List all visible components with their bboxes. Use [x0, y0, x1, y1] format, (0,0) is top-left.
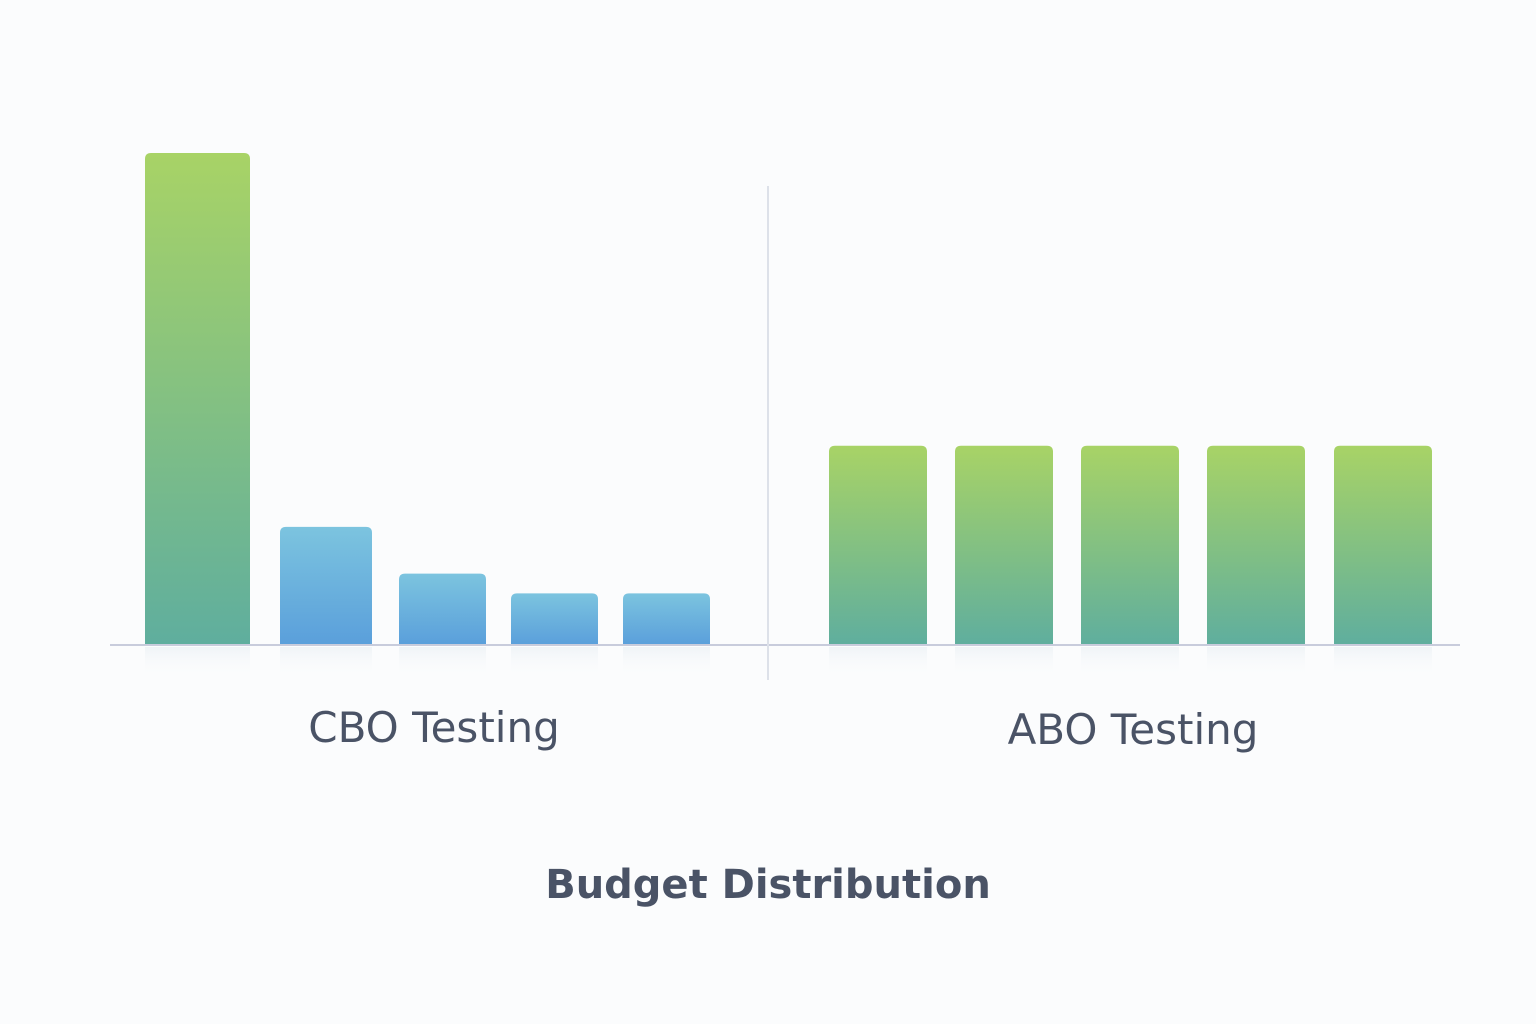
bar-cbo-3	[399, 573, 486, 645]
bar-abo-2	[955, 445, 1053, 645]
bar-abo-4	[1207, 445, 1305, 645]
chart-title: Budget Distribution	[545, 862, 991, 908]
bar-reflection-abo-4	[1207, 647, 1305, 677]
bar-cbo-5	[623, 593, 710, 645]
bar-abo-1	[829, 445, 927, 645]
bar-reflection-abo-1	[829, 647, 927, 677]
bars-layer	[145, 153, 1432, 645]
bar-reflection-cbo-4	[511, 647, 598, 677]
bar-reflections	[145, 647, 1432, 677]
group-label-abo: ABO Testing	[1008, 705, 1259, 754]
group-label-cbo: CBO Testing	[308, 703, 559, 752]
bar-abo-5	[1334, 445, 1432, 645]
bar-reflection-cbo-1	[145, 647, 250, 677]
bar-reflection-cbo-5	[623, 647, 710, 677]
bar-cbo-2	[280, 526, 372, 645]
bar-cbo-1	[145, 153, 250, 645]
bar-reflection-abo-2	[955, 647, 1053, 677]
bar-reflection-abo-3	[1081, 647, 1179, 677]
bar-reflection-cbo-3	[399, 647, 486, 677]
bar-reflection-abo-5	[1334, 647, 1432, 677]
bar-abo-3	[1081, 445, 1179, 645]
bar-reflection-cbo-2	[280, 647, 372, 677]
bar-cbo-4	[511, 593, 598, 645]
